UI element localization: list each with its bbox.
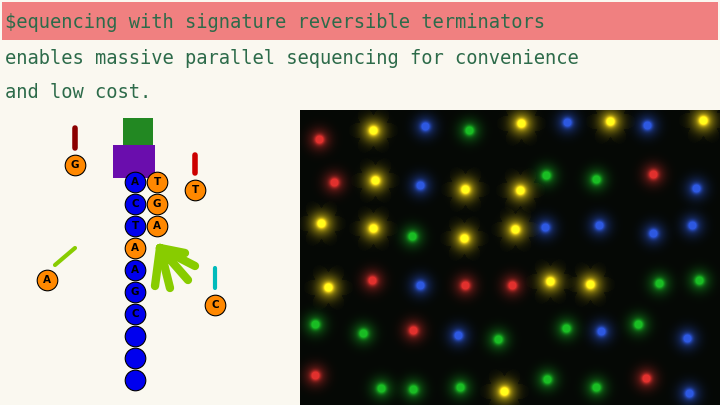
- Point: [151, 201, 163, 207]
- Point: [130, 289, 141, 295]
- Text: A: A: [131, 265, 139, 275]
- Point: [189, 187, 201, 193]
- Point: [130, 267, 141, 273]
- Text: A: A: [153, 221, 161, 231]
- Text: enables massive parallel sequencing for convenience: enables massive parallel sequencing for …: [5, 49, 579, 68]
- Text: T: T: [153, 177, 161, 187]
- Text: G: G: [131, 287, 139, 297]
- Text: A: A: [131, 177, 139, 187]
- Text: $equencing with signature reversible terminators: $equencing with signature reversible ter…: [5, 13, 545, 32]
- Text: G: G: [153, 199, 161, 209]
- Point: [69, 162, 81, 168]
- Text: and low cost.: and low cost.: [5, 83, 151, 102]
- Text: C: C: [131, 309, 139, 319]
- Point: [130, 245, 141, 251]
- Point: [130, 179, 141, 185]
- Text: A: A: [43, 275, 51, 285]
- Text: T: T: [131, 221, 139, 231]
- Bar: [123, 118, 153, 145]
- Text: G: G: [71, 160, 79, 170]
- Point: [130, 377, 141, 383]
- Point: [130, 333, 141, 339]
- Text: T: T: [192, 185, 199, 195]
- Point: [210, 302, 221, 308]
- Point: [130, 201, 141, 207]
- Point: [151, 179, 163, 185]
- Bar: [2, 2, 718, 40]
- Text: C: C: [131, 199, 139, 209]
- Text: C: C: [211, 300, 219, 310]
- Point: [41, 277, 53, 283]
- Point: [130, 223, 141, 229]
- Point: [151, 223, 163, 229]
- Point: [130, 311, 141, 317]
- Text: A: A: [131, 243, 139, 253]
- Point: [130, 355, 141, 361]
- Bar: [113, 145, 155, 178]
